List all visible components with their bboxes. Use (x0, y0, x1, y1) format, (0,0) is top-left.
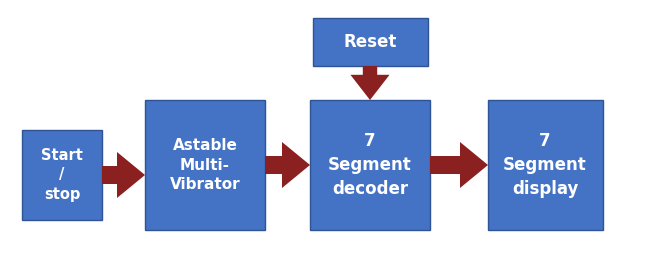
FancyBboxPatch shape (310, 100, 430, 230)
Text: Reset: Reset (343, 33, 396, 51)
FancyArrow shape (265, 142, 310, 188)
FancyBboxPatch shape (313, 18, 428, 66)
FancyArrow shape (102, 152, 145, 198)
FancyArrow shape (350, 66, 389, 100)
Text: Start
/
stop: Start / stop (41, 148, 83, 202)
Text: 7
Segment
display: 7 Segment display (503, 133, 587, 197)
FancyArrow shape (430, 142, 488, 188)
Text: Astable
Multi-
Vibrator: Astable Multi- Vibrator (170, 138, 240, 192)
FancyBboxPatch shape (145, 100, 265, 230)
FancyBboxPatch shape (488, 100, 603, 230)
FancyBboxPatch shape (22, 130, 102, 220)
Text: 7
Segment
decoder: 7 Segment decoder (328, 133, 412, 197)
